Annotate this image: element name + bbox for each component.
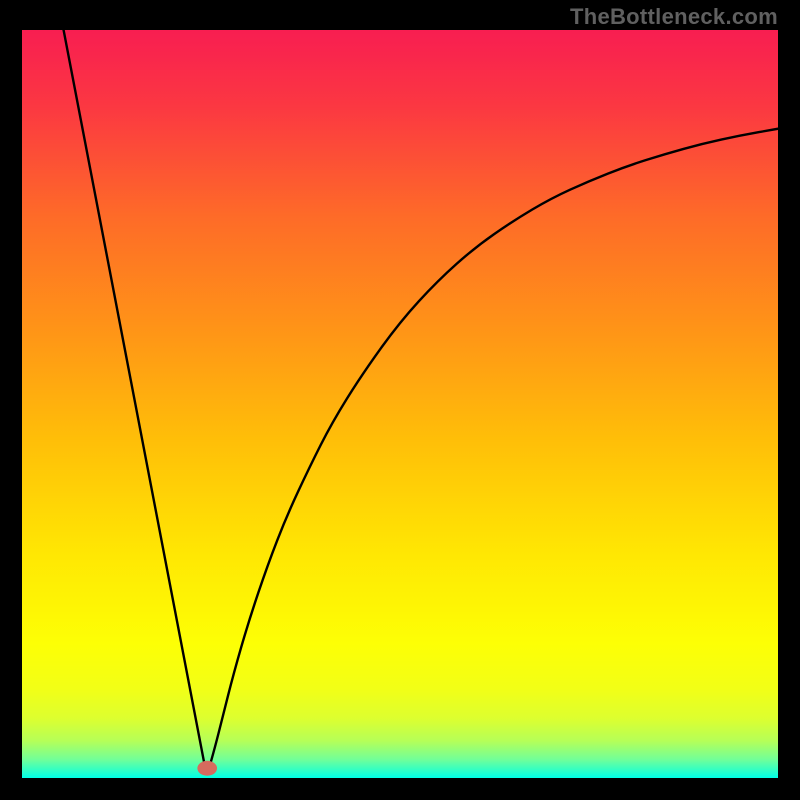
chart-svg bbox=[22, 30, 778, 778]
chart-frame: TheBottleneck.com bbox=[0, 0, 800, 800]
vertex-marker bbox=[197, 761, 217, 776]
watermark-text: TheBottleneck.com bbox=[570, 4, 778, 30]
plot-area bbox=[22, 30, 778, 778]
